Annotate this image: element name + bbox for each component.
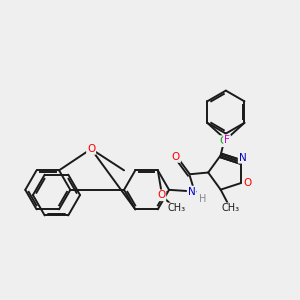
Text: N: N <box>238 153 246 163</box>
Text: O: O <box>243 178 251 188</box>
Text: CH₃: CH₃ <box>168 203 186 213</box>
Text: F: F <box>224 135 230 145</box>
Text: H: H <box>199 194 206 204</box>
Text: CH₃: CH₃ <box>222 203 240 213</box>
Text: O: O <box>172 152 180 162</box>
Text: O: O <box>87 144 95 154</box>
Text: N: N <box>188 187 195 196</box>
Text: O: O <box>157 190 165 200</box>
Text: Cl: Cl <box>220 136 230 146</box>
